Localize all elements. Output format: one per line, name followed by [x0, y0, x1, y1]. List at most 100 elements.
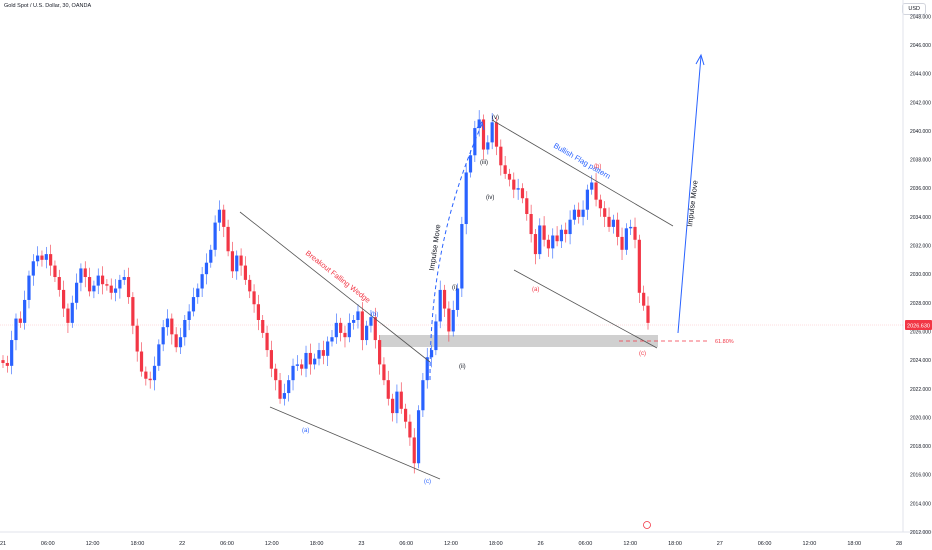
candle[interactable]: [1, 355, 5, 368]
candle[interactable]: [49, 244, 53, 276]
candle[interactable]: [473, 120, 477, 163]
candle[interactable]: [239, 248, 243, 276]
candle[interactable]: [520, 183, 525, 204]
impulse-arrow-line[interactable]: [677, 55, 702, 334]
candle[interactable]: [525, 191, 529, 221]
candle[interactable]: [421, 373, 425, 417]
candle[interactable]: [425, 347, 429, 389]
candle[interactable]: [386, 370, 390, 406]
candle[interactable]: [27, 270, 31, 309]
candle[interactable]: [572, 204, 577, 225]
candle[interactable]: [44, 246, 48, 269]
candle[interactable]: [157, 339, 161, 371]
candle[interactable]: [624, 223, 628, 255]
candle[interactable]: [261, 314, 265, 338]
candle[interactable]: [256, 294, 261, 331]
candle[interactable]: [369, 309, 373, 333]
candle[interactable]: [321, 340, 325, 365]
candle[interactable]: [265, 325, 269, 357]
candle[interactable]: [403, 403, 408, 429]
candle[interactable]: [217, 200, 222, 232]
candle[interactable]: [235, 250, 239, 280]
candle[interactable]: [31, 254, 35, 286]
candle[interactable]: [105, 279, 109, 291]
candle[interactable]: [477, 110, 481, 137]
candle[interactable]: [70, 295, 74, 328]
candle[interactable]: [79, 263, 83, 292]
candle[interactable]: [378, 335, 382, 375]
candle[interactable]: [100, 266, 105, 295]
candle[interactable]: [187, 304, 191, 331]
candle[interactable]: [611, 214, 615, 234]
candle[interactable]: [148, 371, 152, 389]
candle[interactable]: [204, 253, 209, 285]
candle[interactable]: [18, 311, 22, 328]
flag-lower-line[interactable]: [513, 269, 658, 349]
impulse-dashed-curve[interactable]: [429, 123, 483, 381]
candle[interactable]: [507, 168, 512, 187]
candle[interactable]: [594, 173, 598, 207]
candle[interactable]: [399, 382, 403, 414]
candle[interactable]: [455, 283, 460, 317]
candle[interactable]: [200, 267, 204, 297]
candle[interactable]: [278, 373, 282, 404]
candle[interactable]: [5, 355, 9, 373]
candle[interactable]: [512, 172, 516, 199]
candle[interactable]: [516, 178, 520, 200]
candle[interactable]: [529, 204, 533, 243]
candle[interactable]: [139, 342, 144, 377]
candle[interactable]: [603, 201, 607, 228]
candle[interactable]: [295, 355, 299, 371]
candle[interactable]: [53, 260, 57, 283]
candle[interactable]: [113, 279, 118, 302]
candle[interactable]: [577, 202, 581, 224]
candle[interactable]: [616, 212, 620, 246]
candle[interactable]: [412, 428, 416, 474]
candle[interactable]: [87, 267, 92, 297]
candle[interactable]: [252, 284, 256, 313]
candle[interactable]: [373, 307, 377, 349]
candle[interactable]: [434, 314, 438, 356]
candle[interactable]: [360, 302, 364, 351]
candle[interactable]: [83, 261, 87, 288]
candle[interactable]: [416, 405, 421, 469]
candle[interactable]: [300, 359, 304, 376]
candle[interactable]: [382, 357, 386, 386]
candle[interactable]: [36, 246, 40, 267]
candle[interactable]: [447, 301, 451, 342]
candle[interactable]: [429, 345, 434, 368]
candle[interactable]: [62, 280, 66, 317]
candle[interactable]: [356, 304, 360, 329]
candle[interactable]: [581, 200, 585, 226]
candle[interactable]: [291, 358, 295, 391]
candle[interactable]: [451, 300, 455, 337]
candle[interactable]: [118, 274, 122, 299]
candle[interactable]: [317, 342, 321, 366]
candle[interactable]: [352, 314, 356, 330]
candle[interactable]: [304, 345, 308, 378]
candle[interactable]: [57, 269, 61, 297]
candle[interactable]: [122, 269, 126, 285]
candle[interactable]: [629, 219, 633, 236]
candle[interactable]: [538, 218, 542, 260]
candle[interactable]: [598, 194, 602, 217]
candle[interactable]: [222, 204, 226, 238]
candle[interactable]: [126, 267, 131, 304]
candle[interactable]: [494, 117, 499, 156]
candle[interactable]: [178, 327, 183, 354]
candle[interactable]: [646, 296, 650, 330]
candle[interactable]: [230, 241, 235, 279]
candle[interactable]: [209, 244, 213, 268]
candle[interactable]: [568, 210, 572, 245]
candle[interactable]: [92, 280, 96, 299]
candle[interactable]: [282, 383, 286, 406]
candle[interactable]: [10, 330, 14, 375]
candle[interactable]: [165, 309, 170, 336]
candle[interactable]: [442, 284, 447, 317]
candle[interactable]: [365, 320, 369, 346]
candle[interactable]: [131, 292, 135, 335]
candle[interactable]: [395, 384, 399, 424]
candle[interactable]: [313, 353, 317, 370]
candle[interactable]: [96, 268, 100, 295]
